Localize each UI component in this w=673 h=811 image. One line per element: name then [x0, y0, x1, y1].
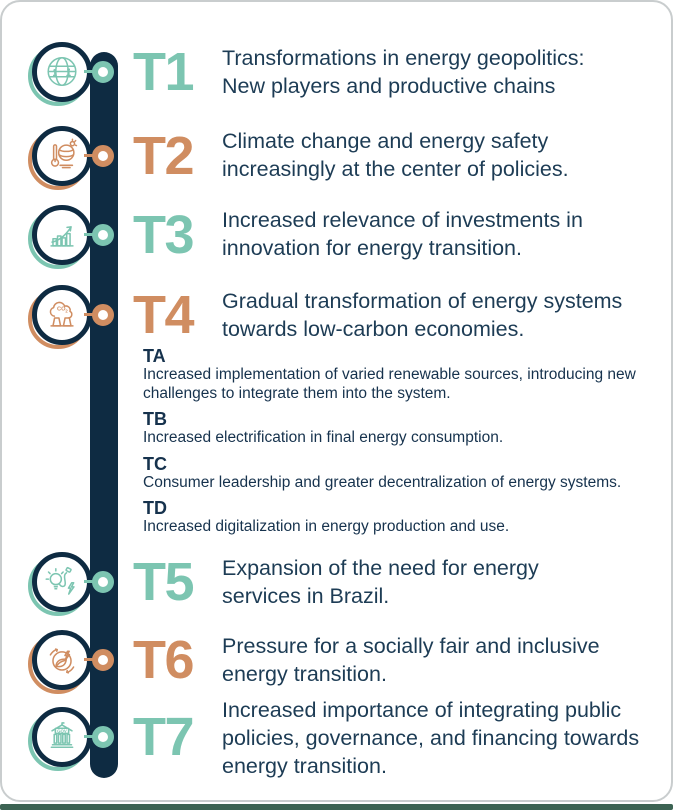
timeline-dot	[92, 571, 114, 593]
sub-theme-id-tc: TC	[143, 453, 167, 474]
theme-label-t7: T7	[133, 707, 195, 767]
theme-node-t5	[28, 552, 92, 616]
co2-factory-icon: CO 2	[49, 301, 74, 327]
sub-theme-id-td: TD	[143, 498, 167, 518]
theme-label-t4: T4	[133, 285, 195, 345]
thermometer-globe-icon	[50, 138, 78, 169]
theme-node-t2	[28, 126, 92, 190]
icon-circle: CO 2	[32, 285, 92, 345]
timeline-dot	[92, 649, 114, 671]
icon-circle	[32, 42, 92, 102]
sub-theme-id-tb: TB	[143, 409, 167, 429]
gov-building-icon: GOV	[50, 722, 74, 749]
timeline-dot	[92, 304, 114, 326]
connector-line	[84, 313, 98, 316]
globe-chess-icon	[47, 56, 77, 87]
theme-label-t1: T1	[133, 42, 195, 102]
connector-line	[84, 233, 98, 236]
growth-chart-icon	[50, 226, 74, 247]
theme-text-t4: Gradual transformation of energy systems…	[222, 289, 623, 341]
theme-text-t5: Expansion of the need for energy service…	[222, 556, 539, 608]
sub-theme-id-ta: TA	[143, 346, 166, 366]
theme-text-t6: Pressure for a socially fair and inclusi…	[222, 634, 600, 686]
theme-node-t4: CO 2	[28, 285, 92, 349]
theme-text-t1: Transformations in energy geopolitics: N…	[222, 46, 585, 98]
timeline-dot	[92, 224, 114, 246]
sub-theme-text-ta: Increased implementation of varied renew…	[143, 366, 636, 402]
icon-circle	[32, 630, 92, 690]
connector-line	[84, 658, 98, 661]
theme-text-t2: Climate change and energy safety increas…	[222, 129, 569, 181]
icon-circle	[32, 552, 92, 612]
theme-node-t7: GOV	[28, 707, 92, 771]
theme-label-t6: T6	[133, 630, 195, 690]
globe-leaf-icon	[49, 648, 75, 674]
svg-text:GOV: GOV	[57, 728, 67, 733]
connector-line	[84, 580, 98, 583]
theme-label-t2: T2	[133, 126, 195, 186]
sub-themes-block: TA Increased implementation of varied re…	[143, 346, 658, 537]
icon-circle: GOV	[32, 707, 92, 767]
svg-text:CO: CO	[57, 307, 66, 313]
sub-theme-text-td: Increased digitalization in energy produ…	[143, 518, 510, 535]
connector-line	[84, 154, 98, 157]
theme-node-t3	[28, 205, 92, 269]
theme-text-t7: Increased importance of integrating publ…	[222, 698, 640, 778]
icon-circle	[32, 205, 92, 265]
bottom-divider-strip	[0, 804, 673, 810]
timeline-dot	[92, 61, 114, 83]
theme-label-t5: T5	[133, 552, 195, 612]
svg-text:2: 2	[65, 308, 68, 313]
sub-theme-text-tc: Consumer leadership and greater decentra…	[143, 473, 622, 491]
bulb-energy-icon	[45, 566, 75, 595]
connector-line	[84, 70, 98, 73]
timeline-dot	[92, 726, 114, 748]
theme-node-t6	[28, 630, 92, 694]
timeline-dot	[92, 145, 114, 167]
theme-label-t3: T3	[133, 205, 195, 265]
theme-node-t1	[28, 42, 92, 106]
sub-theme-text-tb: Increased electrification in final energ…	[143, 429, 504, 446]
connector-line	[84, 735, 98, 738]
theme-text-t3: Increased relevance of investments in in…	[222, 208, 583, 260]
icon-circle	[32, 126, 92, 186]
